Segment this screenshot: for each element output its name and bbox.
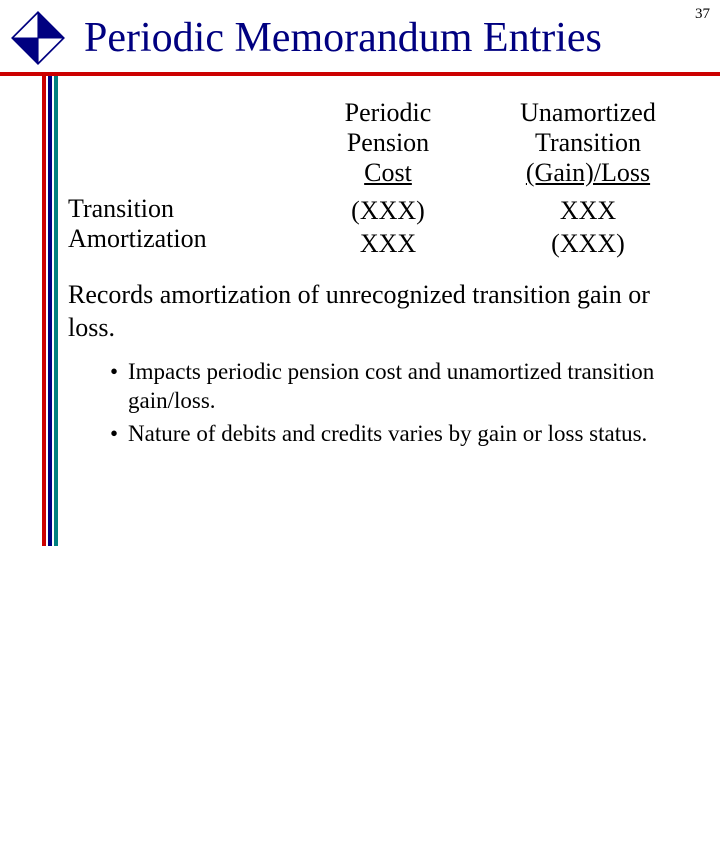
- col2-h3: (Gain)/Loss: [526, 158, 650, 187]
- col-header-unamortized: Unamortized Transition (Gain)/Loss: [478, 98, 698, 188]
- page-number: 37: [695, 6, 710, 23]
- cell-unamortized-l2: (XXX): [551, 229, 625, 258]
- slide-title: Periodic Memorandum Entries: [84, 14, 602, 62]
- cell-unamortized-l1: XXX: [560, 196, 616, 225]
- cell-periodic-l1: (XXX): [351, 196, 425, 225]
- slide-header: Periodic Memorandum Entries: [0, 0, 720, 72]
- accent-bar-teal: [54, 76, 58, 546]
- entries-table: Periodic Pension Cost Unamortized Transi…: [68, 98, 692, 261]
- bullet-text: Impacts periodic pension cost and unamor…: [128, 358, 692, 416]
- row-label-l1: Transition: [68, 194, 174, 223]
- cell-periodic-l2: XXX: [360, 229, 416, 258]
- col2-h2: Transition: [535, 128, 641, 157]
- accent-bar-blue: [48, 76, 52, 546]
- bullet-list: • Impacts periodic pension cost and unam…: [110, 358, 692, 448]
- diamond-logo-icon: [10, 10, 66, 66]
- col1-h2: Pension: [347, 128, 429, 157]
- cell-periodic: (XXX) XXX: [298, 194, 478, 262]
- bullet-item: • Nature of debits and credits varies by…: [110, 420, 692, 449]
- description-text: Records amortization of unrecognized tra…: [68, 279, 692, 344]
- bullet-item: • Impacts periodic pension cost and unam…: [110, 358, 692, 416]
- row-label-l2: Amortization: [68, 224, 207, 253]
- left-accent-bars: [42, 76, 58, 849]
- col1-h3: Cost: [364, 158, 412, 187]
- cell-unamortized: XXX (XXX): [478, 194, 698, 262]
- bullet-dot-icon: •: [110, 358, 128, 416]
- bullet-dot-icon: •: [110, 420, 128, 449]
- col1-h1: Periodic: [345, 98, 432, 127]
- col2-h1: Unamortized: [520, 98, 656, 127]
- accent-bar-red: [42, 76, 46, 546]
- bullet-text: Nature of debits and credits varies by g…: [128, 420, 647, 449]
- slide-body: Periodic Pension Cost Unamortized Transi…: [0, 76, 720, 449]
- col-header-periodic: Periodic Pension Cost: [298, 98, 478, 188]
- row-label: Transition Amortization: [68, 194, 298, 262]
